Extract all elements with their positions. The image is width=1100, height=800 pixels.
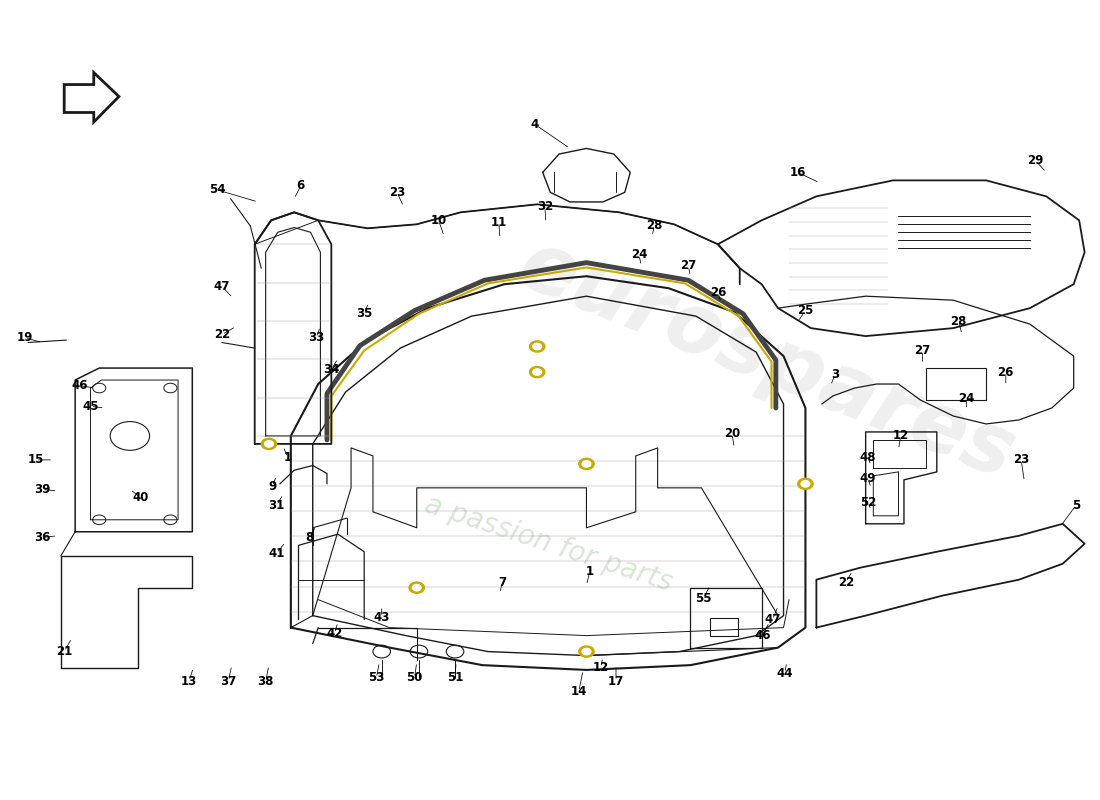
Text: 22: 22 bbox=[213, 328, 230, 341]
Text: 1: 1 bbox=[585, 566, 594, 578]
Text: 48: 48 bbox=[859, 451, 876, 464]
Circle shape bbox=[532, 343, 541, 350]
Circle shape bbox=[579, 458, 594, 470]
Text: 12: 12 bbox=[593, 661, 608, 674]
Text: 22: 22 bbox=[838, 575, 854, 589]
Text: a passion for parts: a passion for parts bbox=[420, 490, 675, 597]
Text: 31: 31 bbox=[268, 499, 285, 512]
Text: 13: 13 bbox=[180, 674, 197, 688]
Text: 14: 14 bbox=[571, 685, 587, 698]
Text: 1: 1 bbox=[284, 451, 292, 464]
Text: 49: 49 bbox=[859, 472, 876, 485]
Text: 52: 52 bbox=[859, 496, 876, 509]
Text: 47: 47 bbox=[213, 280, 230, 293]
Text: 53: 53 bbox=[368, 671, 384, 685]
Circle shape bbox=[582, 461, 591, 467]
Text: 45: 45 bbox=[82, 400, 99, 413]
Text: 40: 40 bbox=[133, 491, 148, 504]
Text: 37: 37 bbox=[220, 674, 236, 688]
Text: 32: 32 bbox=[537, 200, 553, 214]
Text: 27: 27 bbox=[680, 259, 696, 272]
Text: 23: 23 bbox=[389, 186, 405, 199]
Circle shape bbox=[412, 585, 421, 591]
Text: 28: 28 bbox=[646, 219, 662, 233]
Text: 20: 20 bbox=[724, 427, 740, 440]
Text: 26: 26 bbox=[710, 286, 726, 298]
Text: 36: 36 bbox=[34, 531, 51, 544]
Text: 42: 42 bbox=[327, 626, 343, 640]
Circle shape bbox=[265, 441, 273, 447]
Bar bbox=[711, 618, 737, 635]
Text: 27: 27 bbox=[914, 344, 931, 357]
Text: 41: 41 bbox=[268, 547, 285, 560]
Text: 43: 43 bbox=[374, 610, 389, 624]
Text: 7: 7 bbox=[498, 575, 506, 589]
Text: 26: 26 bbox=[998, 366, 1014, 378]
Text: 21: 21 bbox=[56, 645, 73, 658]
Text: 17: 17 bbox=[608, 674, 624, 688]
Text: 46: 46 bbox=[72, 379, 88, 392]
Circle shape bbox=[798, 478, 813, 490]
Text: 54: 54 bbox=[209, 183, 226, 197]
Text: 50: 50 bbox=[406, 671, 422, 685]
Text: 39: 39 bbox=[34, 483, 51, 496]
Circle shape bbox=[529, 341, 544, 352]
Text: 16: 16 bbox=[790, 166, 806, 179]
Text: 35: 35 bbox=[356, 307, 373, 320]
Text: eurospares: eurospares bbox=[507, 224, 1026, 496]
Bar bbox=[926, 368, 986, 400]
Circle shape bbox=[532, 369, 541, 375]
Circle shape bbox=[529, 366, 544, 378]
Text: 24: 24 bbox=[630, 248, 647, 261]
Text: 8: 8 bbox=[306, 531, 313, 544]
Text: 28: 28 bbox=[950, 315, 967, 328]
Text: 15: 15 bbox=[28, 454, 44, 466]
Text: 24: 24 bbox=[958, 392, 975, 405]
Text: 4: 4 bbox=[531, 118, 539, 131]
Circle shape bbox=[409, 582, 425, 594]
Text: 6: 6 bbox=[297, 179, 305, 193]
Text: 23: 23 bbox=[1013, 454, 1030, 466]
Text: 51: 51 bbox=[447, 671, 463, 685]
Circle shape bbox=[801, 481, 810, 487]
Circle shape bbox=[579, 646, 594, 657]
Text: 34: 34 bbox=[323, 363, 340, 376]
Text: 10: 10 bbox=[430, 214, 447, 227]
Text: 9: 9 bbox=[268, 480, 276, 493]
Text: 3: 3 bbox=[830, 368, 839, 381]
Text: 25: 25 bbox=[798, 304, 814, 317]
Text: 12: 12 bbox=[892, 430, 909, 442]
Text: 29: 29 bbox=[1027, 154, 1044, 167]
Text: 46: 46 bbox=[755, 629, 771, 642]
Text: 44: 44 bbox=[777, 666, 793, 680]
Text: 38: 38 bbox=[257, 674, 274, 688]
Text: 19: 19 bbox=[16, 331, 33, 344]
Text: 55: 55 bbox=[695, 591, 712, 605]
Text: 33: 33 bbox=[308, 331, 324, 344]
Circle shape bbox=[582, 648, 591, 654]
Text: 47: 47 bbox=[764, 613, 781, 626]
Text: 5: 5 bbox=[1071, 499, 1080, 512]
Text: 11: 11 bbox=[491, 216, 507, 230]
Circle shape bbox=[262, 438, 276, 450]
